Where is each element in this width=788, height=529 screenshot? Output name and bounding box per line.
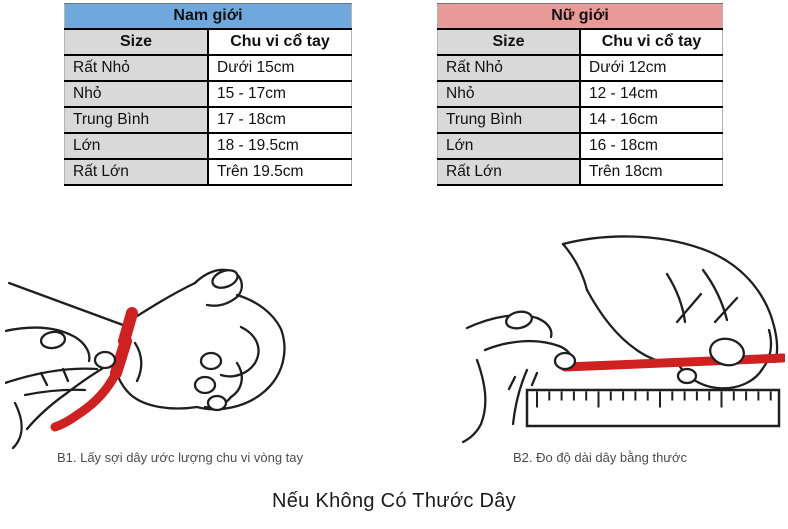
- size-label: Lớn: [64, 132, 208, 160]
- table-row: Rất Nhỏ Dưới 12cm: [437, 54, 723, 82]
- size-label: Rất Nhỏ: [437, 54, 580, 82]
- range-value: 17 - 18cm: [207, 106, 352, 134]
- range-value: 14 - 16cm: [579, 106, 723, 134]
- range-value: Trên 18cm: [579, 158, 723, 186]
- range-value: Dưới 15cm: [207, 54, 352, 82]
- table-row: Nhỏ 12 - 14cm: [437, 80, 723, 108]
- table-row: Trung Bình 14 - 16cm: [437, 106, 723, 134]
- ruler-measure-illustration: [461, 235, 785, 444]
- step-b2-caption: B2. Đo độ dài dây bằng thước: [512, 450, 688, 465]
- size-label: Rất Lớn: [64, 158, 208, 186]
- table-row: Lớn 18 - 19.5cm: [64, 132, 352, 160]
- women-size-table: Nữ giới Size Chu vi cổ tay Rất Nhỏ Dưới …: [437, 3, 723, 186]
- size-label: Nhỏ: [437, 80, 580, 108]
- range-value: 15 - 17cm: [207, 80, 352, 108]
- table-row: Lớn 16 - 18cm: [437, 132, 723, 160]
- size-label: Nhỏ: [64, 80, 208, 108]
- women-col-header-size: Size: [437, 28, 580, 56]
- size-label: Rất Nhỏ: [64, 54, 208, 82]
- men-col-header-circumference: Chu vi cổ tay: [207, 28, 352, 56]
- range-value: 12 - 14cm: [579, 80, 723, 108]
- size-label: Trung Bình: [64, 106, 208, 134]
- range-value: Dưới 12cm: [579, 54, 723, 82]
- men-col-header-size: Size: [64, 28, 208, 56]
- step-b1-caption: B1. Lấy sợi dây ước lượng chu vi vòng ta…: [56, 450, 304, 465]
- women-col-header-circumference: Chu vi cổ tay: [579, 28, 723, 56]
- men-size-table: Nam giới Size Chu vi cổ tay Rất Nhỏ Dưới…: [64, 3, 352, 186]
- range-value: Trên 19.5cm: [207, 158, 352, 186]
- men-table-title: Nam giới: [64, 3, 352, 30]
- page-title: Nếu Không Có Thước Dây: [272, 490, 516, 512]
- women-table-title: Nữ giới: [437, 3, 723, 30]
- table-row: Rất Lớn Trên 19.5cm: [64, 158, 352, 186]
- wrist-string-illustration: [5, 268, 286, 450]
- ruler: [525, 388, 781, 428]
- table-row: Rất Lớn Trên 18cm: [437, 158, 723, 186]
- size-label: Rất Lớn: [437, 158, 580, 186]
- size-label: Trung Bình: [437, 106, 580, 134]
- range-value: 16 - 18cm: [579, 132, 723, 160]
- table-row: Nhỏ 15 - 17cm: [64, 80, 352, 108]
- table-row: Rất Nhỏ Dưới 15cm: [64, 54, 352, 82]
- range-value: 18 - 19.5cm: [207, 132, 352, 160]
- size-label: Lớn: [437, 132, 580, 160]
- table-row: Trung Bình 17 - 18cm: [64, 106, 352, 134]
